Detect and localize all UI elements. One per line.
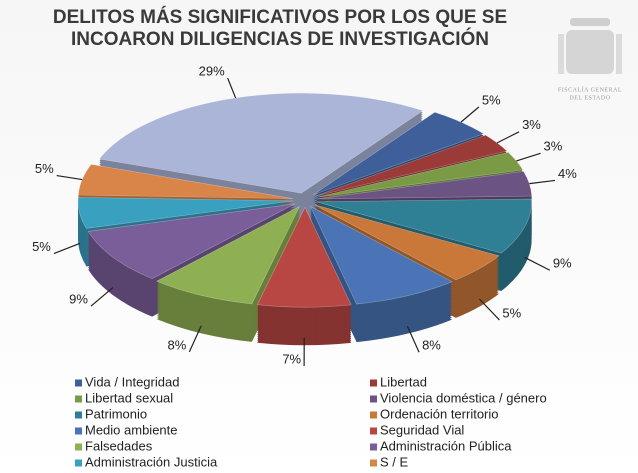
- slice: [98, 92, 424, 194]
- legend-label: Libertad: [380, 374, 427, 389]
- legend-swatch: [75, 395, 82, 403]
- leader-line: [227, 77, 237, 99]
- legend-label: Vida / Integridad: [85, 374, 179, 389]
- leader-line: [524, 256, 551, 271]
- chart-title: INCOARON DILIGENCIAS DE INVESTIGACIÓN: [71, 28, 489, 50]
- legend-label: Ordenación territorio: [380, 406, 499, 421]
- leader-line: [406, 325, 420, 353]
- leader-line: [529, 179, 556, 185]
- legend-swatch: [370, 411, 377, 419]
- legend-swatch: [370, 427, 377, 435]
- data-label: 9%: [69, 292, 88, 307]
- leader-line: [56, 174, 83, 181]
- legend-label: Libertad sexual: [85, 390, 173, 405]
- slice: [316, 171, 533, 200]
- leader-line: [460, 106, 480, 123]
- data-label: 9%: [553, 256, 572, 271]
- data-label: 8%: [422, 338, 441, 353]
- legend-swatch: [370, 379, 377, 387]
- data-label: 4%: [558, 166, 577, 181]
- data-label: 7%: [282, 351, 301, 366]
- slice: [156, 205, 301, 305]
- data-label: 3%: [544, 139, 563, 154]
- legend-swatch: [75, 411, 82, 419]
- slice: [314, 204, 500, 281]
- leader-line: [90, 287, 114, 307]
- data-label: 5%: [35, 161, 54, 176]
- logo: [558, 18, 622, 74]
- data-label: 29%: [199, 64, 225, 79]
- legend-swatch: [370, 459, 377, 467]
- leader-line: [188, 325, 202, 353]
- data-label: 5%: [482, 92, 501, 107]
- slice: [309, 205, 453, 305]
- legend-label: Falsedades: [85, 438, 153, 453]
- logo-text: FISCALÍA GENERAL: [558, 85, 622, 93]
- leader-line: [53, 242, 80, 255]
- legend-label: S / E: [380, 454, 409, 469]
- slice: [256, 206, 352, 308]
- slice: [315, 134, 508, 197]
- data-label: 5%: [32, 239, 51, 254]
- legend-swatch: [75, 459, 82, 467]
- legend-label: Medio ambiente: [85, 422, 178, 437]
- leader-line: [496, 131, 520, 144]
- slice: [316, 198, 532, 254]
- legend-label: Violencia doméstica / género: [380, 390, 547, 405]
- legend-swatch: [370, 443, 377, 451]
- data-label: 3%: [522, 117, 541, 132]
- legend-swatch: [75, 443, 82, 451]
- legend-label: Seguridad Vial: [380, 422, 464, 437]
- data-label: 8%: [168, 337, 187, 352]
- legend-label: Administración Pública: [380, 438, 512, 453]
- legend-label: Administración Justicia: [85, 454, 218, 469]
- slice: [87, 203, 295, 279]
- legend-swatch: [370, 395, 377, 403]
- slice: [77, 197, 294, 229]
- legend-swatch: [75, 379, 82, 387]
- legend-label: Patrimonio: [85, 406, 147, 421]
- leader-line: [516, 152, 541, 162]
- data-label: 5%: [502, 305, 521, 320]
- chart-title: DELITOS MÁS SIGNIFICATIVOS POR LOS QUE S…: [53, 6, 507, 28]
- logo-text: DEL ESTADO: [569, 95, 610, 101]
- leader-line: [478, 298, 500, 321]
- legend-swatch: [75, 427, 82, 435]
